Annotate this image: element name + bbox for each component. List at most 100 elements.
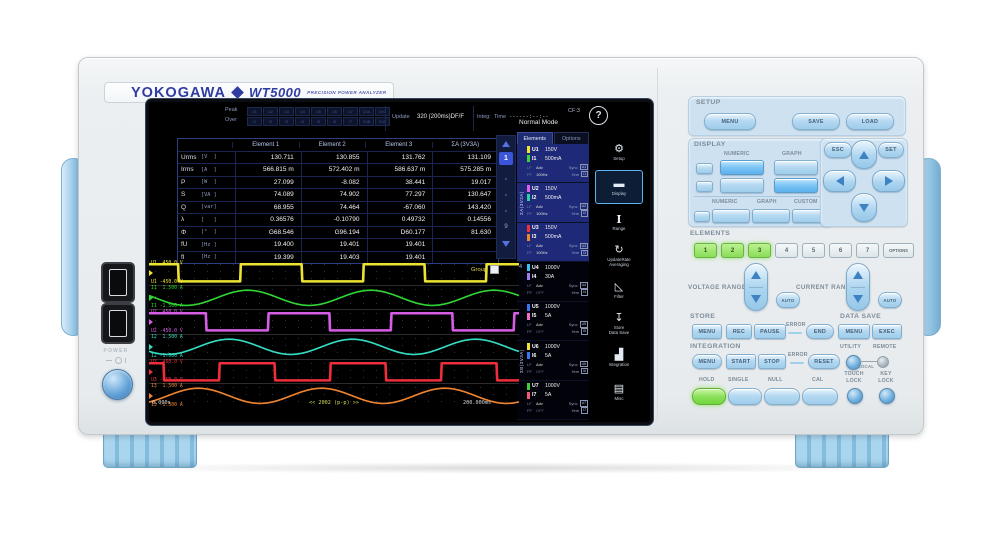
element-item-6[interactable]: U6 1000V I6 5A LF Adv Sync U6 FF OFF Hrm I6 [517, 341, 589, 381]
load-button[interactable]: LOAD [846, 113, 894, 130]
store-rec-button[interactable]: REC [726, 324, 752, 339]
numeric-key-2[interactable] [720, 178, 764, 193]
element-item-2[interactable]: U2 150V I2 500mA LF Adv Sync U2 FF 100Hz Hrm I2 [517, 183, 589, 223]
graph-key-2[interactable] [774, 178, 818, 193]
waveform-u2: U2 450.0 V U2 -450.0 V [149, 309, 519, 335]
graph-key-1[interactable] [774, 160, 818, 175]
integration-menu-button[interactable]: MENU [692, 354, 722, 369]
element-item-4[interactable]: U4 1000V I4 30A LF Adv Sync U4 FF OFF Hrm I4 [517, 262, 589, 302]
current-auto-button[interactable]: AUTO [878, 292, 902, 308]
column-header: ΣA (3V3A) [431, 141, 499, 148]
over-indicator-ChD: ChD [375, 117, 390, 126]
current-range-rocker[interactable] [846, 263, 870, 311]
arrow-down-button[interactable] [851, 193, 877, 222]
element-key-7[interactable]: 7 [856, 243, 879, 258]
table-row: S [VA ] 74.089 74.902 77.297 130.647 [178, 188, 498, 201]
element-key-options[interactable]: OPTIONS [883, 243, 914, 258]
numeric-key-3[interactable] [712, 209, 750, 223]
screen-toolbar: ⚙ Setup ▬ Display I Range ↻ UpdateRate Averaging… [591, 135, 647, 409]
peak-indicator-U2: U2 [263, 107, 278, 116]
power-button[interactable] [102, 369, 133, 400]
element-item-1[interactable]: U1 150V I1 500mA LF Adv Sync U1 FF 100Hz Hrm I1 [517, 144, 589, 184]
wave-trigger-icon [149, 368, 153, 375]
display-menu-item[interactable]: ▬ Display [595, 170, 643, 204]
store-menu-item[interactable]: ↧ Store Data Save [595, 308, 643, 340]
display-indicator-key-3[interactable] [694, 211, 710, 222]
tab-options[interactable]: Options [553, 132, 589, 144]
element-key-2[interactable]: 2 [721, 243, 744, 258]
i-color-bar [527, 155, 530, 162]
page-down-icon[interactable] [502, 241, 510, 247]
data-save-exec-button[interactable]: EXEC [872, 324, 902, 339]
over-indicator-I5: I5 [311, 117, 326, 126]
gear-menu-item[interactable]: ⚙ Setup [595, 136, 643, 168]
display-indicator-key-1[interactable] [696, 163, 713, 174]
hrm-source-box: I3 [581, 249, 588, 257]
store-pause-button[interactable]: PAUSE [754, 324, 786, 339]
arrow-up-button[interactable] [851, 140, 877, 169]
esc-button[interactable]: ESC [824, 142, 852, 158]
store-end-button[interactable]: END [806, 324, 834, 339]
cal-button[interactable] [802, 388, 838, 405]
update-rate-menu-item[interactable]: ↻ UpdateRate Averaging [595, 240, 643, 272]
model-name: WT5000 [249, 85, 302, 100]
graph-key-3[interactable] [752, 209, 790, 223]
tab-elements[interactable]: Elements [517, 132, 553, 144]
integration-stop-button[interactable]: STOP [758, 354, 786, 369]
current-range-label: CURRENT RANGE [796, 284, 856, 291]
time-axis-start: 0.000s [152, 400, 171, 406]
table-row: Q [var] 68.955 74.464 -67.060 143.420 [178, 200, 498, 213]
save-button[interactable]: SAVE [792, 113, 840, 130]
store-menu-button[interactable]: MENU [692, 324, 722, 339]
element-key-5[interactable]: 5 [802, 243, 825, 258]
page-dot [505, 210, 507, 212]
misc-menu-item[interactable]: ▤ Misc [595, 376, 643, 408]
help-icon[interactable]: ? [589, 106, 608, 125]
element-key-6[interactable]: 6 [829, 243, 852, 258]
misc-icon: ▤ [613, 382, 625, 395]
integration-start-button[interactable]: START [726, 354, 756, 369]
element-key-1[interactable]: 1 [694, 243, 717, 258]
utility-button[interactable] [846, 355, 861, 370]
arrow-left-button[interactable] [823, 170, 856, 192]
channel-name: I1 [532, 155, 537, 162]
filter-menu-item[interactable]: ◺ Filter [595, 274, 643, 306]
channel-name: U1 [532, 146, 539, 153]
numeric-key-1[interactable] [720, 160, 764, 175]
setup-menu-button[interactable]: MENU [704, 113, 756, 130]
voltage-auto-button[interactable]: AUTO [776, 292, 800, 308]
element-item-5[interactable]: U5 1000V I5 5A LF Adv Sync U5 FF OFF Hrm I5 [517, 302, 589, 342]
touch-lock-button[interactable] [847, 388, 863, 404]
page-last[interactable]: 9 [504, 224, 508, 230]
integration-label: INTEGRATION [690, 343, 741, 350]
display-indicator-key-2[interactable] [696, 181, 713, 192]
range-icon: I [616, 212, 622, 226]
integration-menu-item[interactable]: ▟ Integration [595, 342, 643, 374]
hold-button[interactable] [692, 388, 726, 405]
element-item-3[interactable]: U3 150V I3 500mA LF Adv Sync U3 FF 100Hz Hrm I3 [517, 222, 589, 263]
cell-value: 81.630 [432, 226, 498, 238]
wave-max-label: I3 1.500 A [151, 384, 183, 390]
null-button[interactable] [764, 388, 800, 405]
set-button[interactable]: SET [878, 142, 904, 158]
channel-range: 500mA [545, 194, 562, 201]
wave-max-label: U3 450.0 V [151, 359, 183, 365]
toolbar-label: Setup [613, 155, 625, 161]
page-up-icon[interactable] [502, 141, 510, 147]
voltage-range-rocker[interactable] [744, 263, 768, 311]
integration-reset-button[interactable]: RESET [808, 354, 840, 369]
element-item-7[interactable]: U7 1000V I7 5A LF Adv Sync U7 FF OFF Hrm I7 [517, 381, 589, 420]
arrow-right-button[interactable] [872, 170, 905, 192]
custom-label: CUSTOM [794, 199, 818, 205]
range-menu-item[interactable]: I Range [595, 206, 643, 238]
single-button[interactable] [728, 388, 762, 405]
key-lock-button[interactable] [879, 388, 895, 404]
usb-port-1[interactable] [101, 262, 135, 303]
touch-screen[interactable]: Peak U1 U2 U3 U4 U5 U6 U7 ChA ChC Over I1 I2 I3 I4 I… [149, 102, 650, 422]
element-key-3[interactable]: 3 [748, 243, 771, 258]
usb-port-2[interactable] [101, 303, 135, 344]
page-current[interactable]: 1 [499, 152, 513, 165]
channel-name: U7 [532, 383, 539, 390]
data-save-menu-button[interactable]: MENU [838, 324, 870, 339]
element-key-4[interactable]: 4 [775, 243, 798, 258]
